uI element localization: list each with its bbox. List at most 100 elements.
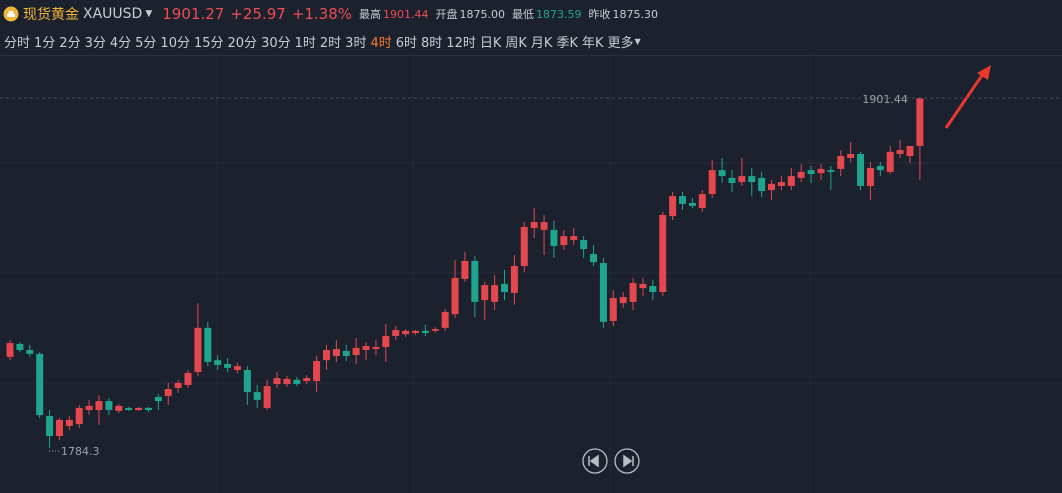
candle-body [688, 202, 696, 206]
period-button[interactable]: 季K [556, 35, 578, 51]
period-button[interactable]: 3分 [84, 35, 106, 51]
candle-body [243, 369, 251, 393]
candle-body [481, 285, 489, 301]
candle-body [540, 222, 548, 230]
candle-body [233, 366, 241, 370]
period-button[interactable]: 日K [479, 35, 502, 51]
chart: 1901.44 1784.3 [0, 55, 1062, 493]
candle-body [679, 196, 687, 204]
period-button[interactable]: 4分 [109, 35, 132, 51]
candle-body [184, 372, 192, 385]
period-button[interactable]: 3时 [345, 35, 367, 51]
change-pct: +1.38% [291, 5, 353, 23]
candle-body [748, 176, 756, 183]
period-button[interactable]: 周K [505, 35, 527, 51]
annotation-arrowhead [977, 65, 991, 80]
period-button[interactable]: 1分 [34, 35, 56, 51]
candle-body [322, 349, 330, 361]
nav-next[interactable] [614, 448, 640, 474]
period-button[interactable]: 6时 [395, 35, 418, 51]
name[interactable]: 现货黄金 [23, 7, 79, 23]
candle-body [520, 226, 528, 267]
candle-body [619, 297, 627, 304]
low-label: 1784.3 [61, 445, 100, 458]
candle-body [501, 283, 508, 293]
high-label: 1901.44 [862, 93, 908, 106]
candle-body [886, 151, 894, 172]
candle-body [669, 196, 677, 217]
candle-body [629, 283, 637, 302]
period-button[interactable]: 2时 [319, 35, 342, 51]
candle-body [253, 392, 261, 400]
candle-body [204, 327, 212, 362]
period-button[interactable]: 年K [581, 35, 604, 51]
stat-value: 1875.30 [612, 8, 659, 21]
period-button[interactable]: 15分 [193, 35, 224, 51]
candle-body [382, 335, 390, 347]
period-button[interactable]: 分时 [4, 35, 31, 51]
stat-label: 昨收 [588, 8, 611, 21]
period-button[interactable]: 5分 [135, 35, 157, 51]
candle-body [6, 343, 14, 357]
candle-body [362, 346, 370, 350]
candle-body [115, 405, 123, 411]
period-button[interactable]: 月K [530, 35, 553, 51]
candle-body [639, 283, 647, 289]
period-button[interactable]: 30分 [261, 35, 291, 51]
candle-body [16, 344, 24, 350]
stat-label: 最高 [359, 8, 382, 21]
candle-body [827, 170, 835, 172]
candle-body [26, 349, 34, 354]
candle-body [787, 176, 795, 186]
candle-body [530, 222, 538, 229]
stat-value: 1873.59 [536, 8, 582, 21]
candle-body [659, 214, 667, 293]
candle-body [491, 285, 499, 302]
candle-body [857, 153, 865, 186]
candle-body [164, 389, 172, 396]
period-button[interactable]: 2分 [59, 35, 81, 51]
period-button[interactable]: 4时 [370, 35, 392, 51]
candle-body [817, 168, 825, 174]
more-caret: ▼ [634, 36, 641, 46]
annotation-arrow [944, 70, 987, 129]
candle-body [708, 170, 716, 195]
period-button[interactable]: 20分 [227, 35, 258, 51]
stats: 最高 1901.44 开盘 1875.00 最低 1873.59 昨收 1875.30 [352, 6, 658, 22]
candle-body [65, 419, 73, 426]
candle-body [550, 229, 558, 247]
dropdown-caret[interactable]: ▼ [145, 9, 153, 19]
symbol[interactable]: XAUUSD [83, 6, 143, 22]
candle-body [154, 396, 162, 402]
candle-body [392, 329, 400, 336]
candle-body [293, 379, 301, 385]
period-button[interactable]: 10分 [160, 35, 190, 51]
candle-body [303, 378, 311, 382]
change: +25.97 [230, 5, 286, 23]
candle-body [847, 153, 855, 158]
period-button[interactable]: 1时 [294, 35, 316, 51]
candle-body [580, 240, 588, 249]
stat-value: 1875.00 [459, 8, 506, 21]
candle-body [352, 347, 360, 356]
period-button[interactable]: 8时 [421, 35, 443, 51]
candle-body [431, 329, 439, 331]
stat-value: 1901.44 [383, 8, 429, 21]
candle-body [866, 168, 874, 186]
more-button[interactable]: 更多 [607, 35, 634, 51]
gold-icon [3, 6, 19, 22]
nav-prev[interactable] [582, 448, 608, 474]
candle-body [609, 297, 617, 321]
candle-body [649, 286, 657, 293]
candle-body [758, 177, 766, 192]
candle-body [273, 378, 281, 385]
candle-body [95, 401, 103, 411]
candle-body [46, 416, 54, 437]
candle-body [144, 407, 152, 411]
candle-body [768, 183, 776, 191]
candle-body [402, 330, 410, 335]
candle-body [570, 236, 578, 241]
candle-body [896, 150, 904, 154]
period-button[interactable]: 12时 [446, 35, 476, 51]
